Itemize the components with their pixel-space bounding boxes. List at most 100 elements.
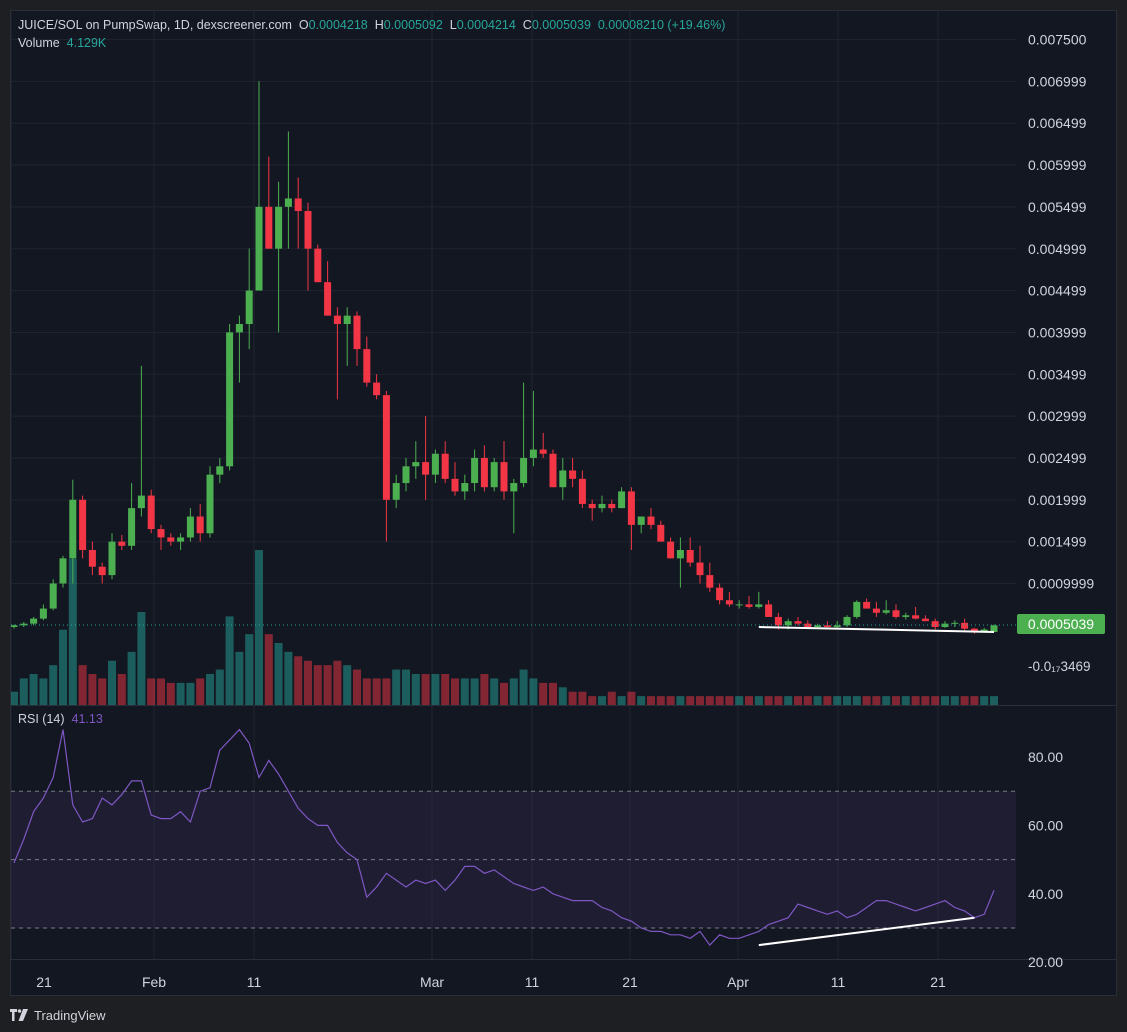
volume-bar bbox=[696, 696, 704, 705]
volume-bar bbox=[392, 669, 401, 705]
candle-body bbox=[69, 499, 77, 559]
candle-body bbox=[30, 618, 38, 624]
candle-body bbox=[588, 503, 596, 509]
candle-body bbox=[88, 549, 96, 567]
volume-bar bbox=[931, 696, 940, 705]
volume-bar bbox=[980, 696, 989, 705]
price-tick-label: 0.002999 bbox=[1028, 408, 1087, 424]
time-axis[interactable]: 21 Feb 11 Mar 11 21 Apr 11 21 bbox=[36, 974, 946, 990]
volume-bar bbox=[127, 651, 136, 705]
candle-body bbox=[333, 315, 341, 325]
date-tick-label: 11 bbox=[525, 974, 540, 990]
rsi-axis[interactable]: 80.00 60.00 40.00 20.00 bbox=[1028, 749, 1063, 970]
volume-bar bbox=[264, 634, 273, 705]
volume-bar bbox=[470, 678, 479, 705]
volume-bar bbox=[637, 696, 646, 705]
chart-svg[interactable]: 0.007500 0.006999 0.006499 0.005999 0.005499… bbox=[11, 11, 1116, 995]
volume-bar bbox=[284, 651, 293, 705]
price-tick-label: 0.003999 bbox=[1028, 324, 1087, 340]
volume-bar bbox=[313, 665, 322, 705]
rsi-label[interactable]: RSI (14) bbox=[18, 712, 65, 726]
volume-bar bbox=[950, 696, 959, 705]
volume-bar bbox=[98, 678, 107, 705]
tradingview-logo-icon bbox=[10, 1009, 28, 1021]
rsi-tick-label: 40.00 bbox=[1028, 886, 1063, 902]
candle-body bbox=[402, 466, 410, 484]
price-axis[interactable]: 0.007500 0.006999 0.006499 0.005999 0.005499… bbox=[1028, 31, 1094, 591]
candle-body bbox=[735, 604, 743, 606]
candle-body bbox=[206, 474, 214, 534]
candle-body bbox=[480, 457, 488, 488]
volume-bar bbox=[490, 678, 499, 705]
volume-bar bbox=[588, 696, 597, 705]
candle-body bbox=[196, 516, 204, 534]
candle-body bbox=[363, 349, 371, 383]
candle-body bbox=[578, 478, 586, 504]
volume-bar bbox=[647, 696, 655, 705]
volume-bar bbox=[186, 682, 195, 705]
candle-body bbox=[921, 618, 929, 622]
volume-bar bbox=[686, 696, 695, 705]
candle-body bbox=[637, 516, 645, 525]
date-tick-label: 11 bbox=[247, 974, 262, 990]
volume-bar bbox=[323, 665, 332, 705]
volume-bars bbox=[11, 550, 998, 705]
candle-body bbox=[226, 332, 234, 467]
candle-body bbox=[255, 206, 263, 291]
volume-value: 4.129K bbox=[66, 36, 107, 50]
candle-body bbox=[745, 604, 753, 607]
candle-body bbox=[794, 621, 802, 624]
volume-bar bbox=[421, 674, 430, 705]
volume-bar bbox=[49, 665, 58, 705]
price-axis-bottom-label: -0.0₁₇3469 bbox=[1028, 659, 1091, 674]
rsi-line bbox=[13, 728, 995, 947]
legend-close-label: C bbox=[522, 18, 532, 32]
date-tick-label: 21 bbox=[622, 974, 638, 990]
candle-body bbox=[137, 495, 145, 509]
volume-bar bbox=[872, 696, 881, 705]
volume-bar bbox=[921, 696, 930, 705]
last-price-label: 0.0005039 bbox=[1028, 616, 1094, 632]
candle-body bbox=[177, 537, 185, 542]
legend-change: 0.00008210 (+19.46%) bbox=[597, 18, 726, 32]
candle-body bbox=[392, 483, 400, 500]
volume-bar bbox=[509, 678, 518, 705]
date-tick-label: Apr bbox=[727, 974, 749, 990]
candle-body bbox=[823, 625, 831, 628]
price-tick-label: 0.006999 bbox=[1028, 73, 1087, 89]
volume-bar bbox=[843, 696, 851, 705]
candle-body bbox=[912, 615, 920, 619]
price-tick-label: 0.006499 bbox=[1028, 115, 1087, 131]
volume-bar bbox=[598, 696, 606, 705]
candle-body bbox=[843, 616, 851, 626]
volume-bar bbox=[500, 682, 508, 705]
volume-bar bbox=[59, 629, 67, 705]
candle-body bbox=[79, 499, 87, 550]
candle-body bbox=[696, 562, 704, 576]
volume-bar bbox=[431, 674, 440, 705]
legend-symbol[interactable]: JUICE/SOL on PumpSwap, 1D, dexscreener.c… bbox=[18, 18, 292, 32]
volume-bar bbox=[68, 558, 77, 705]
volume-bar bbox=[29, 674, 38, 705]
volume-label[interactable]: Volume bbox=[18, 36, 60, 50]
candle-body bbox=[245, 290, 253, 325]
candle-body bbox=[608, 503, 616, 509]
candle-body bbox=[98, 566, 106, 576]
volume-bar bbox=[529, 678, 538, 705]
volume-bar bbox=[852, 696, 861, 705]
volume-bar bbox=[274, 643, 283, 705]
candle-body bbox=[461, 483, 469, 492]
candle-body bbox=[716, 587, 724, 601]
price-tick-label: 0.005499 bbox=[1028, 199, 1087, 215]
legend-rsi: RSI (14) 41.13 bbox=[18, 712, 103, 726]
candle-body bbox=[304, 211, 312, 249]
volume-bar bbox=[735, 696, 744, 705]
volume-bar bbox=[627, 691, 636, 705]
candle-body bbox=[569, 470, 577, 479]
rsi-tick-label: 80.00 bbox=[1028, 749, 1063, 765]
date-tick-label: 11 bbox=[831, 974, 846, 990]
candle-body bbox=[598, 503, 606, 509]
volume-bar bbox=[960, 696, 969, 705]
candle-body bbox=[667, 541, 675, 559]
footer-brand[interactable]: TradingView bbox=[34, 1007, 106, 1023]
